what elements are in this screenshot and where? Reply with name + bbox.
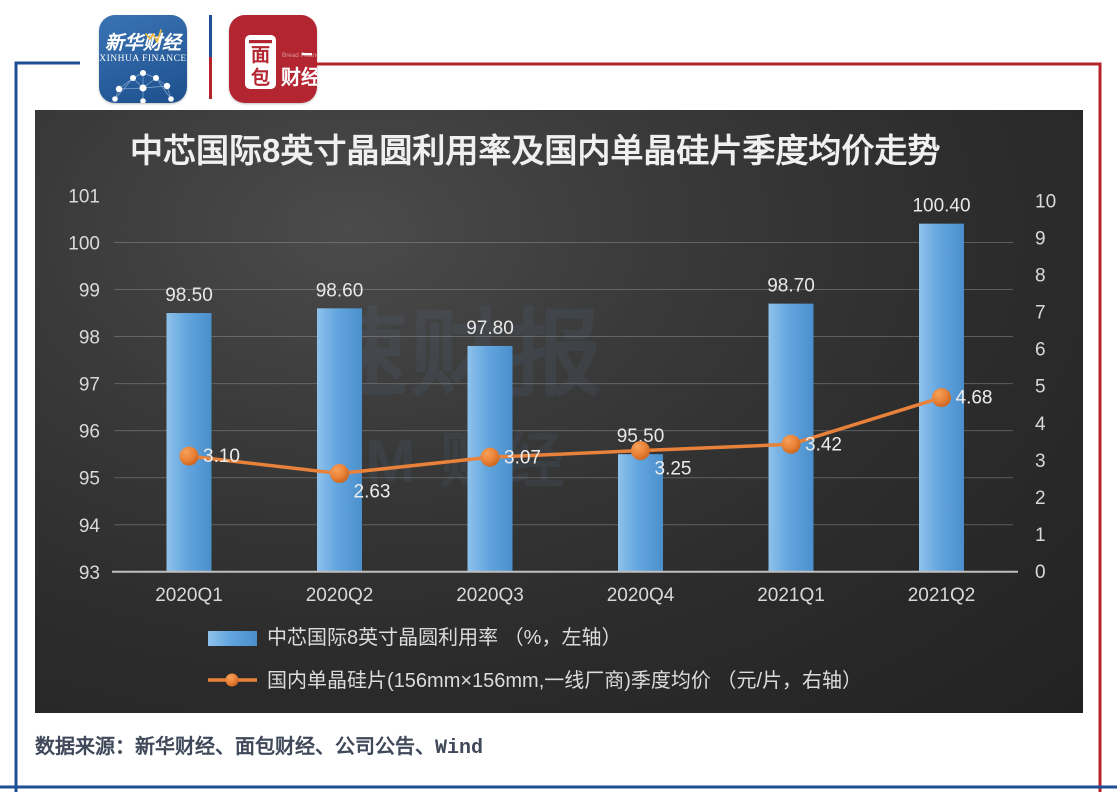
svg-text:2021Q2: 2021Q2: [908, 585, 976, 606]
svg-text:3.10: 3.10: [203, 446, 240, 467]
svg-text:3.07: 3.07: [504, 447, 541, 468]
svg-text:99: 99: [79, 281, 100, 302]
svg-text:新华财经: 新华财经: [105, 32, 184, 54]
svg-text:97: 97: [79, 375, 100, 396]
svg-text:10: 10: [1035, 191, 1056, 212]
svg-text:96: 96: [79, 422, 100, 443]
svg-text:2020Q4: 2020Q4: [607, 585, 675, 606]
svg-text:3: 3: [1035, 451, 1046, 472]
svg-text:101: 101: [68, 186, 100, 207]
svg-text:98.50: 98.50: [165, 285, 213, 306]
svg-text:4.68: 4.68: [956, 388, 993, 409]
svg-text:包: 包: [251, 66, 270, 89]
svg-text:2020Q1: 2020Q1: [155, 585, 223, 606]
svg-text:财经: 财经: [281, 65, 317, 89]
svg-text:0: 0: [1035, 562, 1046, 583]
svg-text:4: 4: [1035, 414, 1046, 435]
svg-text:3.25: 3.25: [655, 459, 692, 480]
svg-text:面: 面: [251, 45, 270, 66]
svg-text:2020Q3: 2020Q3: [456, 585, 524, 606]
svg-text:XINHUA FINANCE: XINHUA FINANCE: [99, 54, 187, 64]
svg-text:3.42: 3.42: [805, 434, 842, 455]
svg-text:100.40: 100.40: [912, 196, 970, 217]
svg-text:95: 95: [79, 469, 100, 490]
svg-text:98.60: 98.60: [316, 280, 364, 301]
svg-text:94: 94: [79, 516, 101, 537]
svg-text:2: 2: [1035, 488, 1046, 509]
svg-text:98: 98: [79, 328, 100, 349]
svg-text:93: 93: [79, 563, 100, 584]
svg-text:98.70: 98.70: [767, 276, 815, 297]
svg-text:8: 8: [1035, 266, 1046, 287]
svg-text:5: 5: [1035, 377, 1046, 398]
svg-text:2.63: 2.63: [354, 482, 391, 503]
svg-text:7: 7: [1035, 303, 1046, 324]
svg-text:9: 9: [1035, 229, 1046, 250]
svg-text:2021Q1: 2021Q1: [757, 585, 825, 606]
svg-text:1: 1: [1035, 525, 1046, 546]
svg-text:2020Q2: 2020Q2: [306, 585, 374, 606]
svg-text:97.80: 97.80: [466, 318, 514, 339]
svg-text:100: 100: [68, 233, 100, 254]
svg-text:中芯国际8英寸晶圆利用率 （%，左轴）: 中芯国际8英寸晶圆利用率 （%，左轴）: [267, 626, 621, 649]
svg-text:国内单晶硅片(156mm×156mm,一线厂商)季度均价 （: 国内单晶硅片(156mm×156mm,一线厂商)季度均价 （元/片，右轴）: [267, 669, 862, 692]
svg-text:6: 6: [1035, 340, 1046, 361]
